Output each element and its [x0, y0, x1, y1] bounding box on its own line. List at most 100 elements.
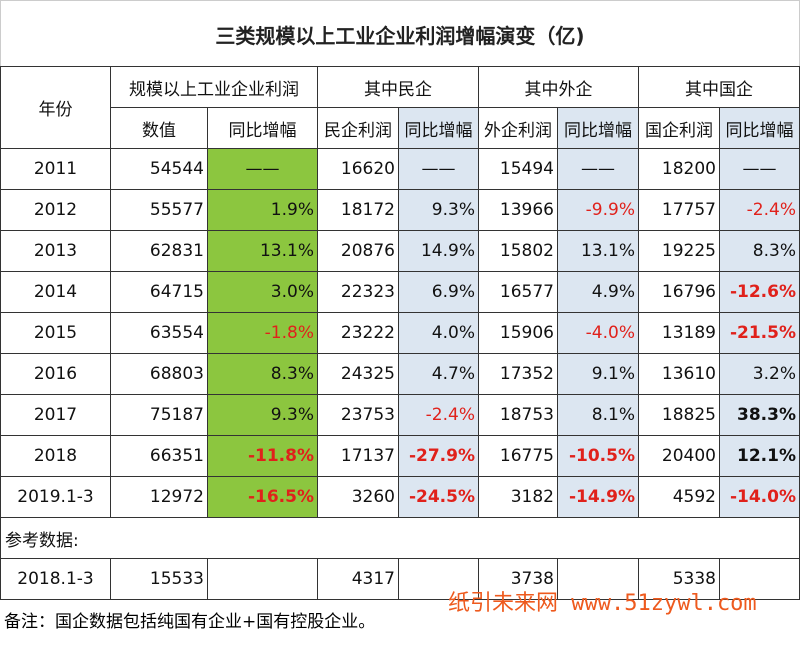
value-cell: 18200	[638, 148, 720, 190]
value-cell: 68803	[110, 353, 208, 395]
table-row: 2018 66351 -11.8% 17137 -27.9% 16775 -10.5% 204…	[0, 435, 800, 477]
value-cell: 22323	[317, 271, 399, 313]
growth-cell: 9.3%	[398, 189, 479, 231]
growth-cell: 4.9%	[557, 271, 639, 313]
header-state: 其中国企	[638, 66, 800, 108]
value-cell: 18825	[638, 394, 720, 436]
growth-cell: 9.3%	[207, 394, 318, 436]
growth-cell: 38.3%	[719, 394, 800, 436]
growth-cell: 9.1%	[557, 353, 639, 395]
growth-cell: -16.5%	[207, 476, 318, 518]
value-cell: 16796	[638, 271, 720, 313]
growth-cell: 4.7%	[398, 353, 479, 395]
value-cell: 20400	[638, 435, 720, 477]
value-cell: 55577	[110, 189, 208, 231]
value-cell: 13966	[478, 189, 558, 231]
table-row: 2014 64715 3.0% 22323 6.9% 16577 4.9% 16796 -12.…	[0, 271, 800, 313]
value-cell: 20876	[317, 230, 399, 272]
year-cell: 2019.1-3	[0, 476, 111, 518]
header-total: 规模以上工业企业利润	[110, 66, 318, 108]
table-title: 三类规模以上工业企业利润增幅演变（亿)	[0, 0, 800, 66]
value-cell: 16775	[478, 435, 558, 477]
value-cell: 16620	[317, 148, 399, 190]
year-cell: 2014	[0, 271, 111, 313]
value-cell: 19225	[638, 230, 720, 272]
growth-cell: -21.5%	[719, 312, 800, 354]
growth-cell: 1.9%	[207, 189, 318, 231]
header-foreign: 其中外企	[478, 66, 639, 108]
growth-cell: 12.1%	[719, 435, 800, 477]
value-cell: 5338	[638, 558, 720, 600]
value-cell: 15533	[110, 558, 208, 600]
subheader: 同比增幅	[719, 107, 800, 149]
growth-cell: 8.1%	[557, 394, 639, 436]
value-cell: 18753	[478, 394, 558, 436]
value-cell: 17352	[478, 353, 558, 395]
reference-label: 参考数据:	[0, 517, 800, 559]
value-cell: 23753	[317, 394, 399, 436]
growth-cell: 8.3%	[719, 230, 800, 272]
growth-cell: -2.4%	[398, 394, 479, 436]
growth-cell: -14.0%	[719, 476, 800, 518]
subheader: 外企利润	[478, 107, 558, 149]
growth-cell: -2.4%	[719, 189, 800, 231]
header-year: 年份	[0, 66, 111, 149]
growth-cell: -4.0%	[557, 312, 639, 354]
table-row: 2017 75187 9.3% 23753 -2.4% 18753 8.1% 18825 38.…	[0, 394, 800, 436]
year-cell: 2013	[0, 230, 111, 272]
subheader: 同比增幅	[557, 107, 639, 149]
value-cell: 12972	[110, 476, 208, 518]
profit-table: 年份 规模以上工业企业利润 其中民企 其中外企 其中国企 数值 同比增幅 民企利…	[0, 66, 800, 600]
subheader: 同比增幅	[398, 107, 479, 149]
year-cell: 2012	[0, 189, 111, 231]
reference-label-row: 参考数据:	[0, 517, 800, 559]
growth-cell: 13.1%	[207, 230, 318, 272]
value-cell: 18172	[317, 189, 399, 231]
year-cell: 2018	[0, 435, 111, 477]
value-cell: 63554	[110, 312, 208, 354]
year-cell: 2011	[0, 148, 111, 190]
growth-cell: -14.9%	[557, 476, 639, 518]
footnote: 备注：国企数据包括纯国有企业+国有控股企业。	[4, 612, 376, 632]
growth-cell: ——	[398, 148, 479, 190]
growth-cell	[557, 558, 639, 600]
value-cell: 15906	[478, 312, 558, 354]
table-row: 2016 68803 8.3% 24325 4.7% 17352 9.1% 13610 3.2%	[0, 353, 800, 395]
growth-cell: -10.5%	[557, 435, 639, 477]
watermark: 纸引未来网 www.51zywl.com	[448, 591, 757, 616]
value-cell: 15802	[478, 230, 558, 272]
value-cell: 23222	[317, 312, 399, 354]
value-cell: 13189	[638, 312, 720, 354]
value-cell: 3738	[478, 558, 558, 600]
year-cell: 2017	[0, 394, 111, 436]
header-private: 其中民企	[317, 66, 479, 108]
growth-cell	[207, 558, 318, 600]
growth-cell: -9.9%	[557, 189, 639, 231]
growth-cell: -24.5%	[398, 476, 479, 518]
table-row: 2015 63554 -1.8% 23222 4.0% 15906 -4.0% 13189 -2…	[0, 312, 800, 354]
value-cell: 17137	[317, 435, 399, 477]
value-cell: 4592	[638, 476, 720, 518]
growth-cell: 4.0%	[398, 312, 479, 354]
growth-cell: ——	[207, 148, 318, 190]
table-row: 2013 62831 13.1% 20876 14.9% 15802 13.1% 19225 8…	[0, 230, 800, 272]
growth-cell	[719, 558, 800, 600]
value-cell: 75187	[110, 394, 208, 436]
growth-cell: ——	[557, 148, 639, 190]
growth-cell: 14.9%	[398, 230, 479, 272]
growth-cell: -1.8%	[207, 312, 318, 354]
year-cell: 2016	[0, 353, 111, 395]
value-cell: 62831	[110, 230, 208, 272]
growth-cell: -12.6%	[719, 271, 800, 313]
value-cell: 3260	[317, 476, 399, 518]
year-cell: 2015	[0, 312, 111, 354]
value-cell: 24325	[317, 353, 399, 395]
subheader: 同比增幅	[207, 107, 318, 149]
growth-cell: 3.2%	[719, 353, 800, 395]
value-cell: 3182	[478, 476, 558, 518]
growth-cell: 8.3%	[207, 353, 318, 395]
reference-row: 2018.1-3 15533 4317 3738 5338	[0, 558, 800, 600]
year-cell: 2018.1-3	[0, 558, 111, 600]
table-row: 2012 55577 1.9% 18172 9.3% 13966 -9.9% 17757 -2.…	[0, 189, 800, 231]
growth-cell: 3.0%	[207, 271, 318, 313]
